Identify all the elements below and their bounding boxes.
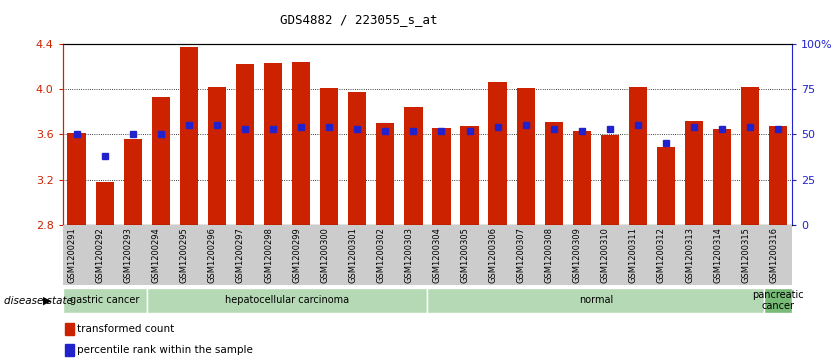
Text: GSM1200291: GSM1200291 — [68, 227, 77, 283]
Text: GSM1200299: GSM1200299 — [292, 227, 301, 283]
Text: pancreatic
cancer: pancreatic cancer — [752, 290, 804, 311]
Text: disease state: disease state — [4, 295, 73, 306]
Bar — [123, 139, 142, 225]
Text: GSM1200301: GSM1200301 — [349, 227, 357, 283]
Text: normal: normal — [579, 295, 613, 305]
Text: GSM1200308: GSM1200308 — [545, 227, 554, 283]
Text: GSM1200296: GSM1200296 — [208, 227, 217, 283]
Text: GDS4882 / 223055_s_at: GDS4882 / 223055_s_at — [280, 13, 437, 26]
Text: GSM1200313: GSM1200313 — [685, 227, 694, 283]
Text: GSM1200294: GSM1200294 — [152, 227, 161, 283]
FancyBboxPatch shape — [764, 288, 792, 313]
FancyBboxPatch shape — [428, 288, 764, 313]
Text: GSM1200303: GSM1200303 — [404, 227, 414, 283]
Bar — [769, 126, 787, 225]
Text: GSM1200295: GSM1200295 — [180, 227, 188, 283]
Bar — [657, 147, 675, 225]
Text: GSM1200314: GSM1200314 — [713, 227, 722, 283]
Text: transformed count: transformed count — [77, 324, 174, 334]
Text: gastric cancer: gastric cancer — [70, 295, 139, 305]
Bar — [713, 129, 731, 225]
Bar — [545, 122, 563, 225]
FancyBboxPatch shape — [147, 288, 428, 313]
Bar — [685, 121, 703, 225]
Text: GSM1200292: GSM1200292 — [96, 227, 104, 283]
Bar — [404, 107, 423, 225]
Text: GSM1200298: GSM1200298 — [264, 227, 273, 283]
Bar — [348, 92, 366, 225]
Text: GSM1200302: GSM1200302 — [376, 227, 385, 283]
Text: GSM1200316: GSM1200316 — [769, 227, 778, 283]
Text: GSM1200312: GSM1200312 — [657, 227, 666, 283]
Bar — [629, 87, 647, 225]
Text: GSM1200310: GSM1200310 — [600, 227, 610, 283]
Text: GSM1200306: GSM1200306 — [489, 227, 498, 283]
Bar — [236, 64, 254, 225]
Bar — [460, 126, 479, 225]
FancyBboxPatch shape — [63, 288, 147, 313]
Bar — [376, 123, 394, 225]
Bar — [68, 133, 86, 225]
Text: percentile rank within the sample: percentile rank within the sample — [77, 345, 253, 355]
Text: GSM1200309: GSM1200309 — [573, 227, 582, 283]
Bar — [96, 182, 113, 225]
Text: GSM1200297: GSM1200297 — [236, 227, 245, 283]
Text: GSM1200300: GSM1200300 — [320, 227, 329, 283]
Bar — [573, 131, 591, 225]
Text: GSM1200311: GSM1200311 — [629, 227, 638, 283]
Bar — [516, 88, 535, 225]
Bar — [432, 127, 450, 225]
Bar — [152, 97, 170, 225]
Bar — [264, 63, 282, 225]
Bar — [64, 344, 73, 356]
Bar — [489, 82, 507, 225]
Bar — [292, 62, 310, 225]
Bar — [741, 87, 759, 225]
Bar — [64, 323, 73, 335]
Text: hepatocellular carcinoma: hepatocellular carcinoma — [225, 295, 349, 305]
Text: GSM1200315: GSM1200315 — [741, 227, 751, 283]
Text: ▶: ▶ — [43, 295, 52, 306]
Bar — [208, 87, 226, 225]
Text: GSM1200307: GSM1200307 — [516, 227, 525, 283]
Bar — [600, 135, 619, 225]
Bar — [180, 47, 198, 225]
Bar — [320, 88, 339, 225]
Text: GSM1200293: GSM1200293 — [123, 227, 133, 283]
Text: GSM1200304: GSM1200304 — [433, 227, 441, 283]
Text: GSM1200305: GSM1200305 — [460, 227, 470, 283]
